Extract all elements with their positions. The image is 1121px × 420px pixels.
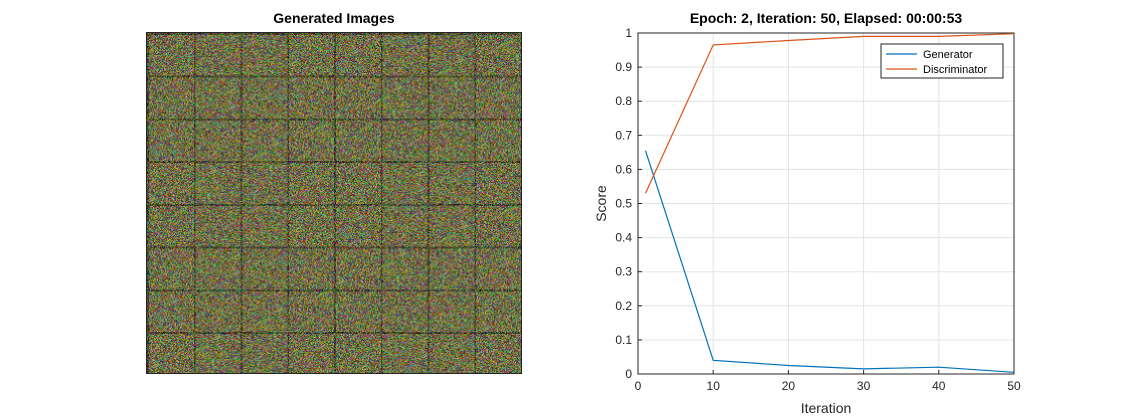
y-tick-label: 0.7 xyxy=(615,128,632,142)
y-tick-label: 0 xyxy=(625,367,632,381)
axis-ticks: 0 10 20 30 40 50 0 0.1 0.2 0.3 0.4 0.5 0.6 0.7 0.8 0.9 1 xyxy=(615,26,1021,393)
x-tick-label: 20 xyxy=(782,379,796,393)
y-tick-label: 0.4 xyxy=(615,231,632,245)
grid-lines xyxy=(637,32,1015,375)
y-tick-label: 0.2 xyxy=(615,299,632,313)
x-tick-label: 50 xyxy=(1007,379,1021,393)
legend-label-generator: Generator xyxy=(923,49,973,61)
series-line-generator xyxy=(644,150,1015,373)
x-tick-label: 40 xyxy=(932,379,946,393)
x-axis-label: Iteration xyxy=(801,400,852,416)
generated-images-title: Generated Images xyxy=(273,10,395,26)
legend-label-discriminator: Discriminator xyxy=(923,64,988,76)
y-tick-label: 0.3 xyxy=(615,265,632,279)
y-tick-label: 0.9 xyxy=(615,60,632,74)
y-tick-label: 0.5 xyxy=(615,197,632,211)
x-tick-label: 30 xyxy=(857,379,871,393)
x-tick-label: 10 xyxy=(707,379,721,393)
series-line-discriminator xyxy=(644,33,1015,194)
series-lines xyxy=(644,33,1015,373)
y-axis-label: Score xyxy=(593,185,609,222)
legend-box xyxy=(880,43,1004,79)
y-tick-label: 0.1 xyxy=(615,333,632,347)
legend: Generator Discriminator xyxy=(880,43,1004,79)
chart-title: Epoch: 2, Iteration: 50, Elapsed: 00:00:… xyxy=(689,10,963,26)
y-tick-label: 1 xyxy=(625,26,632,40)
y-tick-label: 0.6 xyxy=(615,162,632,176)
y-tick-label: 0.8 xyxy=(615,94,632,108)
generated-images-grid xyxy=(146,32,522,374)
x-tick-label: 0 xyxy=(635,379,642,393)
